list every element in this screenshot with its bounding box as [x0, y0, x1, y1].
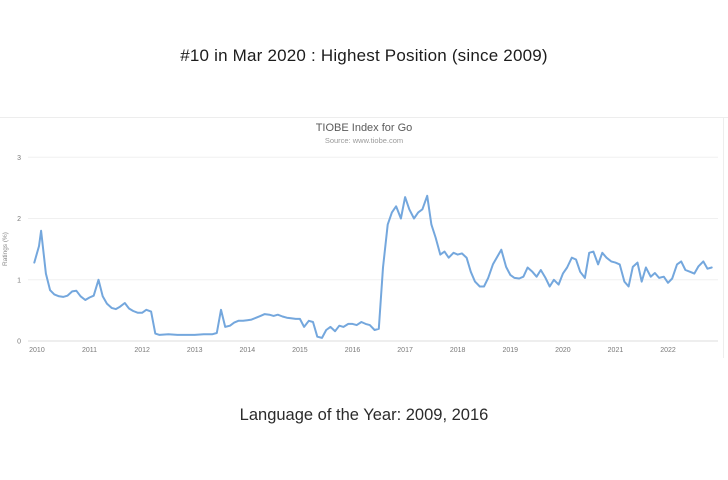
x-tick-label: 2020	[555, 347, 571, 354]
x-tick-label: 2010	[29, 347, 45, 354]
x-tick-label: 2022	[660, 347, 676, 354]
x-tick-label: 2018	[450, 347, 466, 354]
x-tick-label: 2012	[134, 347, 150, 354]
chart-title: TIOBE Index for Go	[315, 122, 413, 134]
x-tick-label: 2011	[82, 347, 97, 354]
y-tick-label: 3	[17, 155, 21, 162]
x-tick-label: 2019	[502, 347, 518, 354]
x-tick-label: 2016	[345, 347, 361, 354]
x-tick-label: 2014	[240, 347, 256, 354]
x-tick-label: 2015	[292, 347, 308, 354]
slide-title: #10 in Mar 2020 : Highest Position (sinc…	[180, 46, 548, 65]
series-line-go	[33, 194, 713, 339]
chart-source: Source: www.tiobe.com	[324, 136, 404, 145]
x-tick-label: 2017	[397, 347, 413, 354]
y-axis-label: Ratings (%)	[2, 232, 9, 266]
footer-note: Language of the Year: 2009, 2016	[239, 406, 489, 424]
y-tick-label: 2	[17, 216, 21, 223]
y-tick-label: 1	[17, 277, 21, 284]
y-tick-label: 0	[17, 339, 21, 346]
x-tick-label: 2013	[187, 347, 203, 354]
x-tick-label: 2021	[608, 347, 624, 354]
